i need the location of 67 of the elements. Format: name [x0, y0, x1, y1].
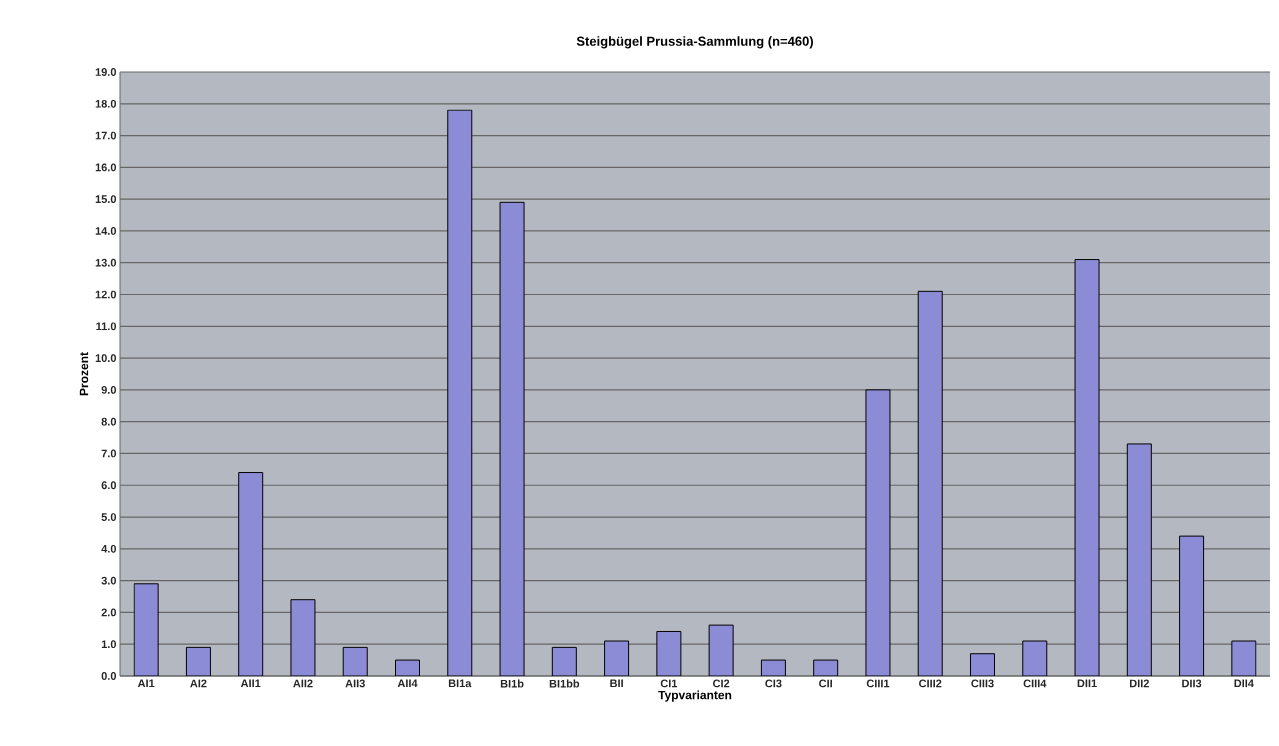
- y-tick-label: 13.0: [95, 258, 117, 267]
- bar: [760, 659, 786, 676]
- x-tick-label: DII4: [1234, 679, 1254, 688]
- x-tick-label: CIII2: [919, 679, 942, 688]
- x-tick-label: AII2: [293, 679, 313, 688]
- y-tick-label: 7.0: [101, 449, 117, 458]
- bar: [447, 109, 473, 676]
- x-axis-title: Typvarianten: [658, 690, 732, 702]
- y-tick-label: 1.0: [101, 640, 117, 649]
- y-tick-label: 18.0: [95, 99, 117, 108]
- bar: [604, 640, 630, 676]
- y-tick-label: 5.0: [101, 513, 117, 521]
- x-tick-label: DII3: [1182, 679, 1202, 688]
- x-tick-label: BI1a: [448, 679, 472, 688]
- y-axis-title: Prozent: [79, 352, 89, 396]
- bar: [551, 646, 577, 676]
- x-tick-label: CII: [819, 679, 832, 688]
- x-tick-label: AII3: [345, 679, 365, 688]
- x-tick-label: CIII3: [971, 679, 994, 688]
- x-tick-label: CI2: [713, 679, 730, 688]
- y-tick-label: 10.0: [95, 354, 117, 362]
- x-tick-label: AII4: [397, 679, 418, 688]
- bar: [1179, 535, 1205, 676]
- y-tick-label: 0.0: [101, 672, 117, 680]
- y-tick-label: 4.0: [101, 544, 117, 553]
- x-tick-label: CIII1: [866, 679, 890, 688]
- x-tick-label: BI1b: [500, 679, 524, 688]
- y-tick-label: 15.0: [95, 195, 117, 204]
- x-tick-label: AII1: [240, 679, 261, 688]
- x-tick-label: CIII4: [1023, 679, 1047, 688]
- y-tick-label: 17.0: [95, 131, 117, 140]
- bar: [1022, 640, 1048, 676]
- bar: [185, 646, 211, 676]
- y-tick-label: 14.0: [95, 227, 117, 235]
- bar: [656, 630, 682, 676]
- x-tick-label: DII1: [1077, 679, 1097, 688]
- bar: [238, 472, 264, 676]
- bar: [133, 583, 159, 676]
- x-tick-label: BI1bb: [549, 679, 580, 688]
- x-tick-label: CI1: [660, 679, 678, 688]
- bar: [499, 201, 525, 676]
- x-tick-label: DII2: [1129, 679, 1149, 688]
- bar: [917, 290, 943, 676]
- bar: [395, 659, 421, 676]
- y-tick-label: 8.0: [101, 417, 117, 426]
- bar: [342, 646, 368, 676]
- x-tick-label: AI2: [190, 679, 207, 688]
- bar: [1231, 640, 1257, 676]
- x-tick-label: AI1: [137, 679, 155, 688]
- bar: [1126, 443, 1152, 676]
- bar: [1074, 259, 1100, 676]
- y-tick-label: 12.0: [95, 290, 117, 299]
- y-tick-label: 11.0: [96, 322, 117, 331]
- bar: [290, 599, 316, 676]
- y-tick-label: 19.0: [95, 68, 117, 76]
- y-tick-label: 6.0: [101, 481, 117, 490]
- bar: [708, 624, 734, 676]
- bar: [865, 389, 891, 676]
- y-tick-label: 16.0: [95, 163, 117, 172]
- bar: [970, 653, 995, 676]
- x-tick-label: CI3: [765, 679, 782, 688]
- bar: [813, 659, 839, 676]
- y-tick-label: 3.0: [101, 576, 117, 585]
- y-tick-label: 2.0: [101, 608, 117, 617]
- chart-title: Steigbügel Prussia-Sammlung (n=460): [576, 36, 813, 49]
- y-tick-label: 9.0: [101, 386, 117, 394]
- x-tick-label: BII: [610, 679, 623, 688]
